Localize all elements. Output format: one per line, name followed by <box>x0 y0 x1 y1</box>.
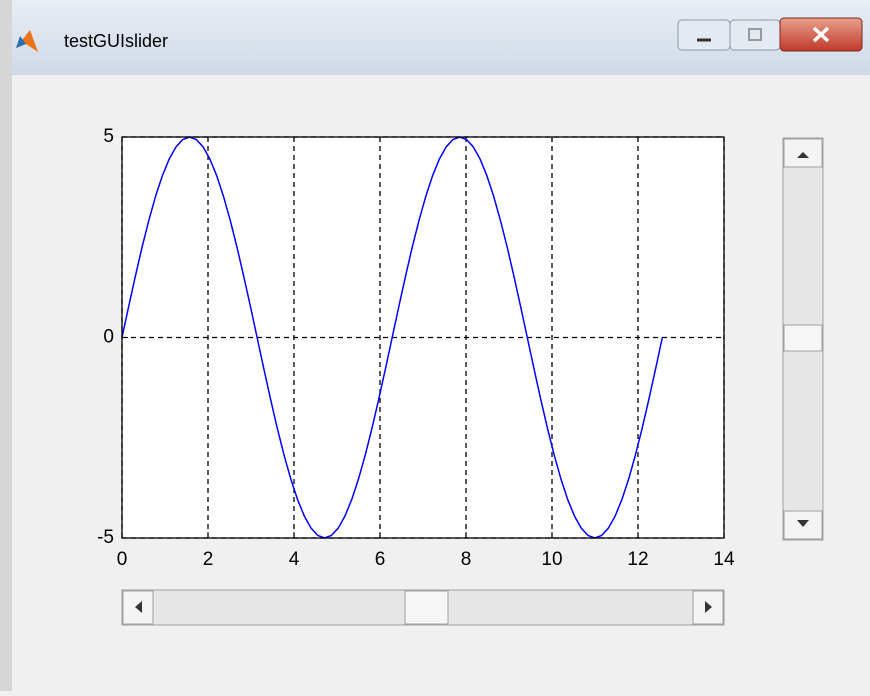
slider-thumb[interactable] <box>405 591 448 624</box>
x-tick-label: 4 <box>289 549 300 570</box>
minimize-button[interactable] <box>678 20 730 50</box>
y-tick-label: -5 <box>97 527 114 548</box>
y-tick-label: 5 <box>103 126 114 147</box>
window-title: testGUIslider <box>64 31 168 51</box>
y-tick-label: 0 <box>103 327 114 348</box>
maximize-button[interactable] <box>730 20 780 50</box>
page: testGUIslider 02468101214-505 (() => { c… <box>0 0 870 691</box>
x-tick-label: 14 <box>713 549 735 570</box>
slider-thumb[interactable] <box>784 325 822 351</box>
x-tick-label: 8 <box>461 549 472 570</box>
x-tick-label: 0 <box>117 549 128 570</box>
x-tick-label: 2 <box>203 549 214 570</box>
x-tick-label: 12 <box>627 549 648 570</box>
x-tick-label: 10 <box>541 549 562 570</box>
window-frame <box>0 0 12 691</box>
x-tick-label: 6 <box>375 549 386 570</box>
window: testGUIslider 02468101214-505 <box>0 0 870 691</box>
